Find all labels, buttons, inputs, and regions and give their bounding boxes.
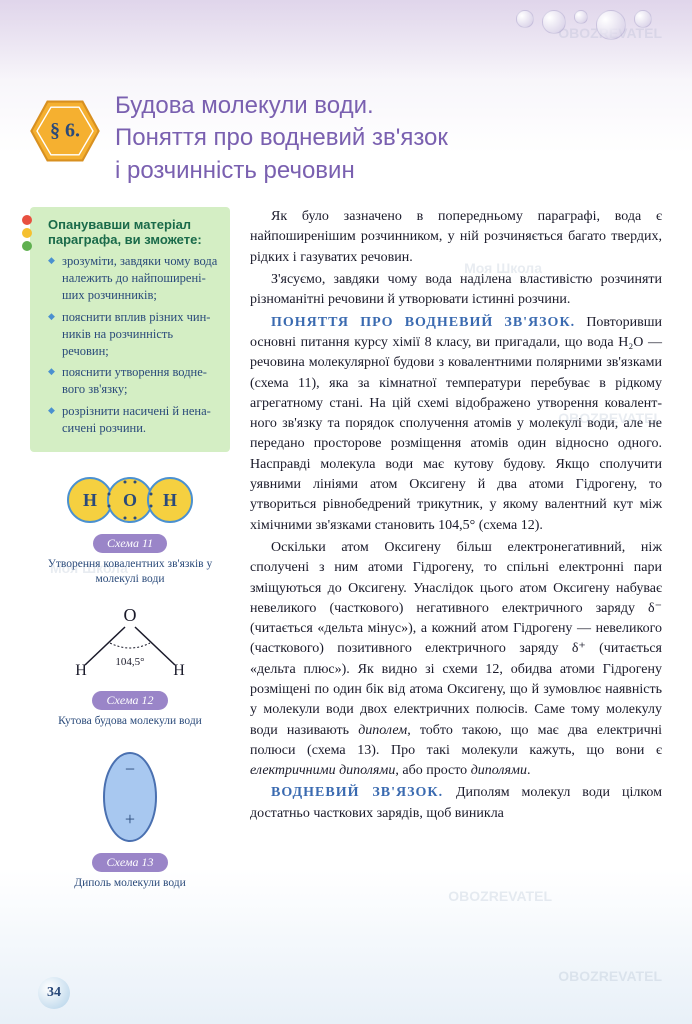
watermark: OBOZREVATEL (558, 968, 662, 984)
svg-text:H: H (75, 662, 87, 679)
main-body-text: Як було зазначено в попередньому пара­гр… (250, 207, 662, 909)
scheme-label: Схема 13 (92, 853, 167, 872)
paragraph: ПОНЯТТЯ ПРО ВОДНЕВИЙ ЗВ'ЯЗОК. Повторивши… (250, 313, 662, 536)
paragraph: З'ясуємо, завдяки чому вода наділена вла… (250, 270, 662, 311)
section-badge: § 6. (30, 100, 100, 162)
goal-item: пояснити утворення водне­вого зв'язку; (48, 364, 220, 398)
goal-item: зрозуміти, завдяки чому вода належить до… (48, 253, 220, 304)
section-heading-inline: ПОНЯТТЯ ПРО ВОДНЕВИЙ ЗВ'ЯЗОК. (271, 315, 586, 330)
goals-heading: Опанувавши матеріал параграфа, ви зможет… (48, 217, 220, 247)
scheme-11: H O H Схема 11 Утворення ковалентних зв'… (30, 472, 230, 587)
scheme-13: − + Схема 13 Диполь молекули води (30, 747, 230, 891)
paragraph: ВОДНЕВИЙ ЗВ'ЯЗОК. Диполям молекул води ц… (250, 783, 662, 824)
svg-text:+: + (125, 809, 135, 829)
dipole-icon: − + (90, 747, 170, 847)
section-number: § 6. (50, 120, 80, 143)
learning-goals-box: Опанувавши матеріал параграфа, ви зможет… (30, 207, 230, 452)
svg-text:H: H (173, 662, 185, 679)
angle-molecule-icon: O H H 104,5° (65, 605, 195, 685)
svg-text:H: H (163, 490, 177, 510)
scheme-label: Схема 12 (92, 691, 167, 710)
goal-item: розрізнити насичені й нена­сичені розчин… (48, 403, 220, 437)
svg-text:H: H (83, 490, 97, 510)
sidebar: Опанувавши матеріал параграфа, ви зможет… (30, 207, 230, 909)
scheme-label: Схема 11 (93, 534, 167, 553)
svg-text:104,5°: 104,5° (115, 656, 144, 668)
paragraph: Як було зазначено в попередньому пара­гр… (250, 207, 662, 268)
goal-item: пояснити вплив різних чин­ників на розчи… (48, 309, 220, 360)
svg-text:O: O (124, 605, 137, 625)
goals-list: зрозуміти, завдяки чому вода належить до… (48, 253, 220, 437)
page-title: Будова молекули води. Поняття про воднев… (115, 90, 662, 187)
svg-text:O: O (123, 490, 137, 510)
svg-text:−: − (125, 759, 135, 779)
scheme-caption: Диполь молекули води (30, 876, 230, 891)
scheme-caption: Кутова будова молекули води (30, 714, 230, 729)
molecule-hoh-icon: H O H (65, 472, 195, 528)
page-number: 34 (38, 977, 70, 1009)
page-header-decoration (0, 0, 692, 80)
traffic-light-icon (22, 215, 32, 251)
scheme-12: O H H 104,5° Схема 12 Кутова будова моле… (30, 605, 230, 729)
scheme-caption: Утворення ковалентних зв'язків у молекул… (30, 557, 230, 587)
section-heading-inline: ВОДНЕВИЙ ЗВ'ЯЗОК. (271, 785, 456, 800)
paragraph: Оскільки атом Оксигену більш електронега… (250, 538, 662, 782)
